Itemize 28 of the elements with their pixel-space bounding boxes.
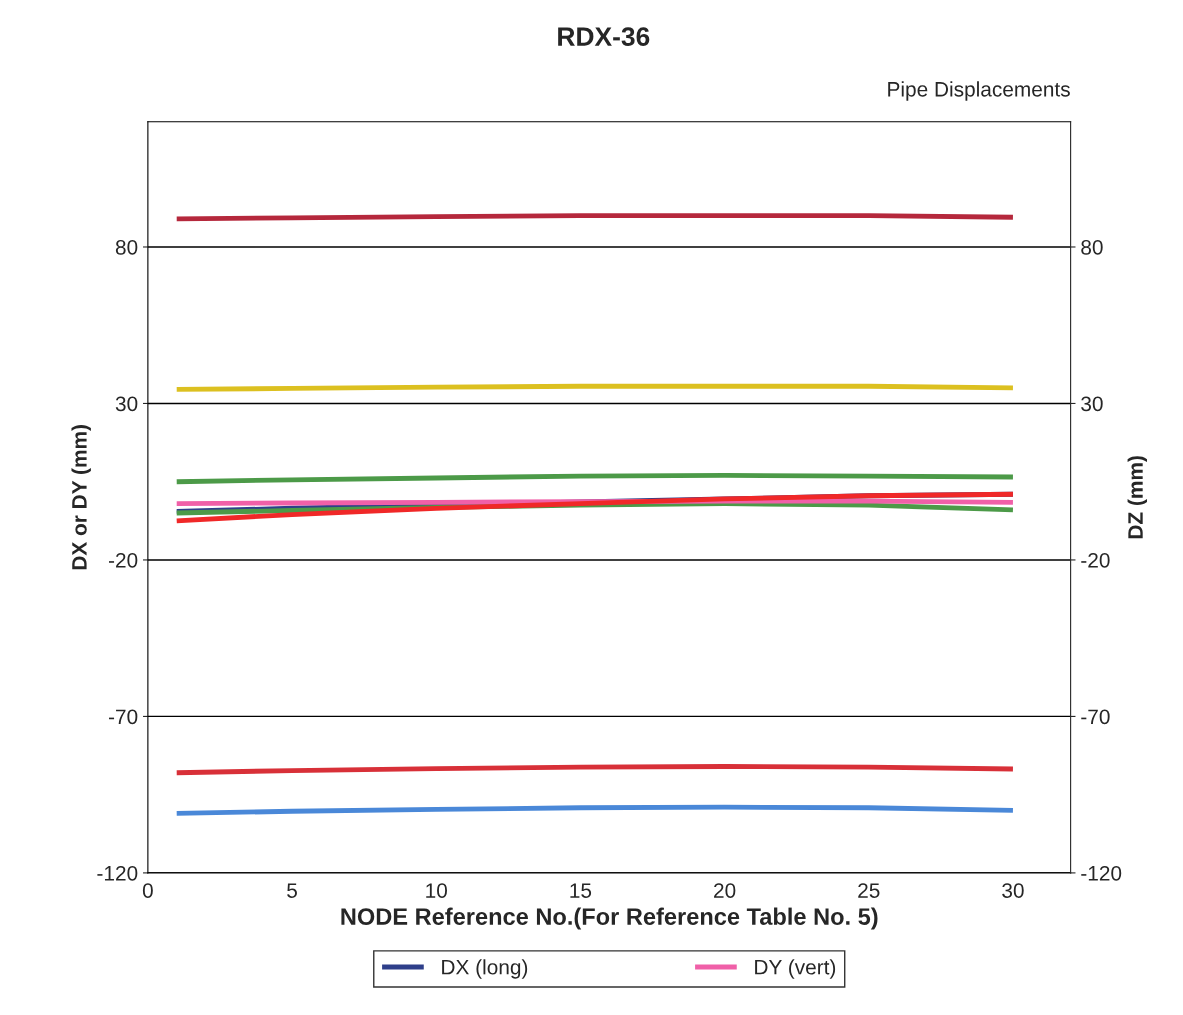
y-tick-label: -20 (108, 552, 138, 568)
chart-title: RDX-36 (558, 27, 650, 46)
line-series (174, 491, 1016, 524)
x-tick-label: 5 (287, 883, 297, 898)
line-series (174, 764, 1016, 776)
y2-tick-label: -120 (1081, 865, 1122, 881)
y-tick-label: -70 (108, 709, 138, 725)
y-axis-title: DX or DY (mm) (71, 425, 91, 570)
y2-tick-label: -20 (1081, 552, 1110, 568)
x-tick-label: 20 (714, 883, 736, 898)
chart-subtitle: Pipe Displacements (888, 81, 1070, 101)
y-tick-label: 80 (115, 239, 138, 255)
legend-label: DY (vert) (755, 959, 836, 979)
x-tick-label: 30 (1002, 883, 1024, 898)
x-tick-label: 10 (426, 883, 447, 898)
line-series (174, 804, 1016, 816)
y2-axis-title: DZ (mm) (1127, 456, 1148, 539)
x-axis-title: NODE Reference No.(For Reference Table No. 5) (341, 907, 878, 930)
x-tick-label: 25 (858, 883, 880, 898)
y2-tick-label: 80 (1081, 239, 1103, 255)
y-tick-label: -120 (97, 865, 138, 881)
x-tick-label: 0 (142, 883, 153, 898)
line-series (174, 473, 1016, 485)
legend-label: DX (long) (442, 959, 528, 979)
x-tick-label: 15 (570, 883, 592, 898)
y2-tick-label: 30 (1081, 396, 1103, 412)
y2-tick-label: -70 (1081, 709, 1110, 725)
y-tick-label: 30 (115, 396, 138, 412)
